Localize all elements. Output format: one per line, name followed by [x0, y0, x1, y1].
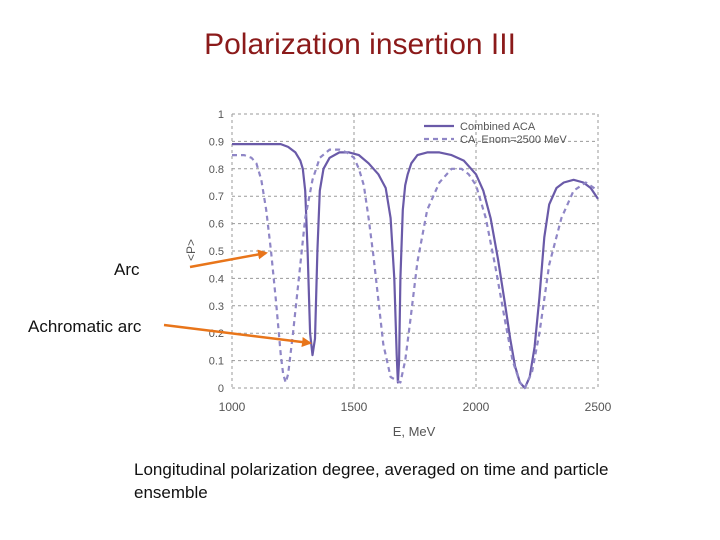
y-axis-label: <P>	[184, 239, 198, 261]
achromatic-arc-arrow	[163, 323, 312, 347]
y-tick-label: 0.8	[209, 164, 224, 176]
legend-label: Combined ACA	[460, 121, 536, 133]
x-tick-label: 1000	[219, 400, 246, 414]
y-tick-label: 1	[218, 109, 224, 121]
figure-caption: Longitudinal polarization degree, averag…	[134, 460, 609, 502]
x-tick-labels: 1000 1500 2000 2500	[219, 400, 612, 414]
arc-arrow	[189, 249, 268, 269]
y-tick-label: 0.3	[209, 301, 224, 313]
y-tick-label: 0.7	[209, 191, 224, 203]
y-tick-label: 0.6	[209, 219, 224, 231]
slide-title: Polarization insertion III	[204, 28, 516, 61]
annotation-achromatic-arc: Achromatic arc	[28, 317, 142, 336]
x-tick-label: 1500	[341, 400, 368, 414]
y-tick-label: 0.9	[209, 136, 224, 148]
series-line-dashed	[232, 148, 599, 390]
y-tick-labels: 00.10.20.30.40.50.60.70.80.91	[209, 109, 224, 395]
y-tick-label: 0	[218, 383, 224, 395]
grid	[231, 113, 599, 389]
x-tick-label: 2000	[463, 400, 490, 414]
x-axis-label: E, MeV	[393, 424, 436, 439]
x-tick-label: 2500	[585, 400, 612, 414]
y-tick-label: 0.5	[209, 246, 224, 258]
y-tick-label: 0.1	[209, 356, 224, 368]
y-tick-label: 0.4	[209, 273, 224, 285]
annotation-arc: Arc	[114, 260, 140, 279]
legend-label: CA, Enom=2500 MeV	[460, 134, 567, 146]
